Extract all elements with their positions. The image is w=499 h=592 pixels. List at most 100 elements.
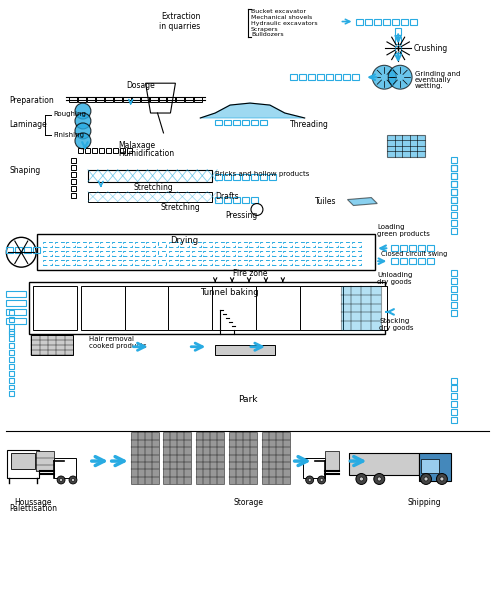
Bar	[233, 120, 240, 125]
Bar	[71, 158, 76, 163]
Text: Tunnel baking: Tunnel baking	[200, 288, 259, 297]
Bar	[295, 242, 304, 247]
Bar	[31, 335, 73, 355]
Bar	[9, 329, 14, 334]
Bar	[9, 317, 14, 322]
Bar	[6, 247, 13, 253]
Bar	[99, 148, 104, 153]
Text: Stretching: Stretching	[161, 203, 200, 212]
Bar	[451, 294, 457, 300]
Text: Closed circuit swing: Closed circuit swing	[381, 251, 448, 258]
Bar	[123, 242, 132, 247]
Bar	[194, 97, 202, 102]
Text: Storage: Storage	[233, 498, 263, 507]
Text: Pressing: Pressing	[225, 211, 257, 220]
Bar	[409, 245, 416, 251]
Bar	[203, 242, 212, 247]
Bar	[249, 242, 258, 247]
Bar	[215, 242, 224, 247]
Text: Preparation: Preparation	[9, 95, 54, 105]
Bar	[451, 278, 457, 284]
Bar	[192, 251, 201, 256]
Bar	[224, 173, 231, 179]
Circle shape	[71, 478, 74, 481]
Bar	[71, 172, 76, 176]
Bar	[238, 251, 247, 256]
Bar	[256, 286, 300, 330]
Bar	[36, 451, 54, 471]
Bar	[451, 378, 457, 384]
Bar	[54, 251, 63, 256]
Bar	[260, 242, 269, 247]
Bar	[112, 251, 121, 256]
Circle shape	[57, 476, 65, 484]
Circle shape	[388, 65, 412, 89]
Bar	[451, 310, 457, 316]
Circle shape	[75, 133, 91, 149]
Bar	[77, 242, 86, 247]
Bar	[192, 260, 201, 265]
Bar	[89, 242, 98, 247]
Bar	[37, 234, 375, 270]
Bar	[329, 251, 338, 256]
Bar	[374, 18, 381, 24]
Bar	[158, 260, 167, 265]
Text: Grinding and: Grinding and	[415, 71, 461, 77]
Bar	[9, 343, 14, 348]
Text: Houssage: Houssage	[14, 498, 52, 507]
Bar	[308, 74, 315, 80]
Bar	[451, 189, 457, 195]
Bar	[169, 251, 178, 256]
Bar	[409, 258, 416, 264]
Bar	[113, 148, 118, 153]
Bar	[71, 192, 76, 198]
Bar	[295, 260, 304, 265]
Text: Threading: Threading	[290, 120, 329, 129]
Bar	[329, 260, 338, 265]
Bar	[71, 186, 76, 191]
Bar	[131, 432, 159, 484]
Text: Loading
green products: Loading green products	[377, 224, 430, 237]
Bar	[177, 97, 184, 102]
Text: eventually: eventually	[415, 77, 452, 83]
Bar	[451, 165, 457, 170]
Bar	[451, 173, 457, 179]
Bar	[233, 197, 240, 202]
Bar	[78, 97, 86, 102]
Bar	[306, 260, 315, 265]
Bar	[334, 74, 341, 80]
Bar	[260, 251, 269, 256]
Text: Drying: Drying	[171, 236, 199, 245]
Text: Unloading
dry goods: Unloading dry goods	[377, 272, 413, 285]
Circle shape	[306, 476, 314, 484]
Bar	[43, 260, 52, 265]
Bar	[100, 260, 109, 265]
Bar	[120, 148, 125, 153]
Bar	[6, 300, 26, 306]
Bar	[123, 260, 132, 265]
Bar	[6, 318, 26, 324]
Bar	[112, 260, 121, 265]
Bar	[317, 74, 323, 80]
Bar	[451, 286, 457, 292]
Polygon shape	[347, 198, 377, 205]
Bar	[272, 260, 281, 265]
Bar	[9, 385, 14, 390]
Text: Shaping: Shaping	[9, 166, 40, 175]
Bar	[54, 242, 63, 247]
Bar	[9, 363, 14, 369]
Bar	[96, 97, 104, 102]
Bar	[226, 260, 235, 265]
Bar	[125, 286, 169, 330]
Bar	[400, 245, 407, 251]
Bar	[418, 245, 425, 251]
Bar	[180, 251, 189, 256]
Circle shape	[372, 65, 396, 89]
Bar	[158, 242, 167, 247]
Bar	[215, 251, 224, 256]
Bar	[401, 18, 408, 24]
Bar	[212, 286, 256, 330]
Bar	[185, 97, 193, 102]
Bar	[300, 286, 343, 330]
Text: Mechanical shovels: Mechanical shovels	[251, 15, 312, 20]
